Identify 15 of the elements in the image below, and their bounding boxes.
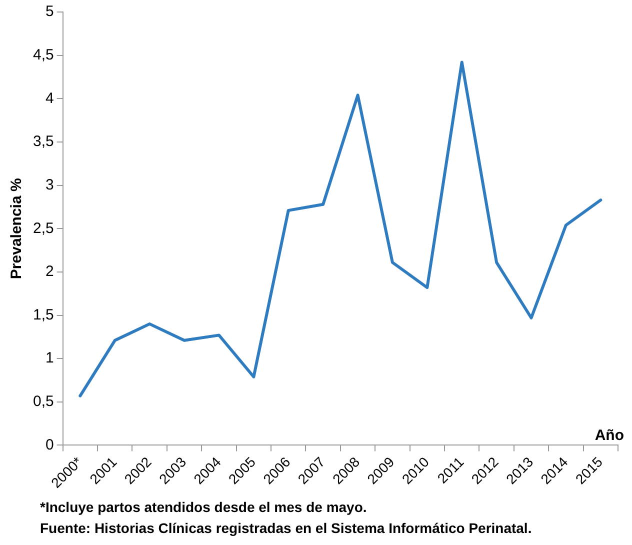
y-tick-label: 1,5 [32, 306, 54, 324]
y-tick-label: 2,5 [32, 220, 54, 237]
y-tick-label: 5 [46, 3, 54, 20]
y-tick-label: 2 [46, 263, 54, 280]
y-tick-label: 4 [46, 90, 54, 107]
y-tick-label: 3 [46, 176, 54, 194]
y-axis-title: Prevalencia % [8, 178, 26, 280]
x-axis-title: Año [594, 426, 624, 444]
y-tick-label: 0 [46, 436, 54, 454]
source-note: Fuente: Historias Clínicas registradas en el Sistema Informático Perinatal. [40, 519, 532, 538]
y-tick-label: 0,5 [32, 393, 54, 410]
y-tick-label: 1 [46, 350, 54, 367]
text: *Incluye partos atendidos desde el mes de mayo. [40, 498, 368, 517]
y-tick-label: 4,5 [32, 46, 54, 64]
y-tick-label: 3,5 [32, 133, 54, 150]
